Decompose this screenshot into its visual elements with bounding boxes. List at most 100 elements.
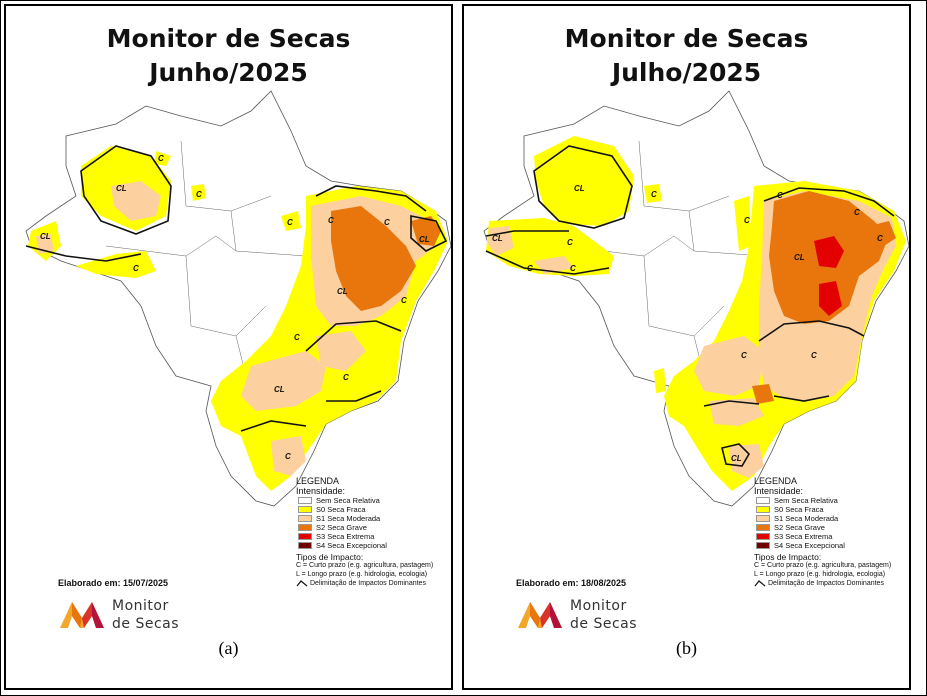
impact-delimitation: Delimitação de Impactos Dominantes bbox=[754, 579, 891, 588]
impact-mark: CL bbox=[274, 385, 285, 394]
impact-mark: CL bbox=[492, 234, 503, 243]
swatch bbox=[756, 542, 770, 549]
legend-item-s3: S3 Seca Extrema bbox=[296, 532, 433, 541]
impact-mark: C bbox=[877, 234, 883, 243]
legend-item-s4: S4 Seca Excepcional bbox=[754, 541, 891, 550]
legend: LEGENDA Intensidade: Sem Seca Relativa S… bbox=[754, 476, 891, 588]
legend-intensity-label: Intensidade: bbox=[754, 486, 804, 496]
impact-mark: C bbox=[384, 218, 390, 227]
panel-label: (a) bbox=[218, 638, 239, 658]
map-panel-july: Monitor de Secas Julho/2025 bbox=[462, 4, 911, 690]
logo-text-line1: Monitor bbox=[570, 598, 627, 614]
impact-mark: CL bbox=[419, 235, 430, 244]
delimitation-label: Delimitação de Impactos Dominantes bbox=[768, 580, 884, 587]
impact-mark: C bbox=[527, 264, 533, 273]
delimitation-line-icon bbox=[754, 580, 766, 587]
swatch bbox=[298, 515, 312, 522]
monitor-de-secas-logo: Monitor de Secas bbox=[512, 594, 672, 638]
monitor-de-secas-logo: Monitor de Secas bbox=[54, 594, 214, 638]
impact-mark: CL bbox=[731, 454, 742, 463]
legend-item-label: S0 Seca Fraca bbox=[774, 505, 824, 514]
impact-mark: C bbox=[328, 216, 334, 225]
impact-delimitation-lines bbox=[485, 145, 895, 467]
impact-long-term: L = Longo prazo (e.g. hidrologia, ecolog… bbox=[296, 570, 428, 578]
legend-item-label: S2 Seca Grave bbox=[316, 523, 367, 532]
impact-mark: CL bbox=[337, 287, 348, 296]
legend-item-label: Sem Seca Relativa bbox=[316, 496, 380, 505]
impact-marks: CL C CL C C C CL C C C C C C CL bbox=[464, 6, 909, 688]
delimitation-label: Delimitação de Impactos Dominantes bbox=[310, 580, 426, 587]
s2-regions bbox=[331, 206, 441, 311]
impact-long-term: L = Longo prazo (e.g. hidrologia, ecolog… bbox=[754, 570, 886, 578]
impact-mark: C bbox=[744, 216, 750, 225]
legend-item-s3: S3 Seca Extrema bbox=[754, 532, 891, 541]
impact-types-title: Tipos de Impacto: bbox=[754, 552, 822, 562]
impact-mark: CL bbox=[794, 253, 805, 262]
impact-mark: C bbox=[854, 208, 860, 217]
s3-regions bbox=[814, 236, 844, 316]
map-title: Monitor de Secas bbox=[106, 24, 351, 53]
impact-mark: CL bbox=[40, 232, 51, 241]
swatch bbox=[298, 524, 312, 531]
impact-mark: C bbox=[294, 333, 300, 342]
impact-mark: C bbox=[567, 238, 573, 247]
elaboration-date: Elaborado em: 15/07/2025 bbox=[58, 578, 169, 588]
legend-item-s0: S0 Seca Fraca bbox=[296, 505, 433, 514]
impact-mark: C bbox=[158, 154, 164, 163]
impact-short-term: C = Curto prazo (e.g. agricultura, pasta… bbox=[296, 562, 434, 569]
swatch bbox=[756, 515, 770, 522]
impact-mark: C bbox=[777, 191, 783, 200]
impact-mark: C bbox=[285, 452, 291, 461]
impact-types-title: Tipos de Impacto: bbox=[296, 552, 364, 562]
impact-mark: C bbox=[401, 296, 407, 305]
logo-mark-icon bbox=[60, 602, 104, 628]
legend: LEGENDA Intensidade: Sem Seca Relativa S… bbox=[296, 476, 433, 588]
swatch bbox=[756, 497, 770, 504]
legend-item-none: Sem Seca Relativa bbox=[296, 496, 433, 505]
legend-item-label: S0 Seca Fraca bbox=[316, 505, 366, 514]
impact-mark: C bbox=[651, 190, 657, 199]
logo-mark-icon bbox=[518, 602, 562, 628]
logo-text-line2: de Secas bbox=[570, 616, 638, 632]
impact-mark: CL bbox=[116, 184, 127, 193]
legend-item-s1: S1 Seca Moderada bbox=[296, 514, 433, 523]
legend-item-none: Sem Seca Relativa bbox=[754, 496, 891, 505]
impact-mark: CL bbox=[574, 184, 585, 193]
logo-text-line1: Monitor bbox=[112, 598, 169, 614]
legend-item-label: S1 Seca Moderada bbox=[316, 514, 381, 523]
delimitation-line-icon bbox=[296, 580, 308, 587]
impact-mark: C bbox=[741, 351, 747, 360]
impact-marks: CL C C C CL C C C CL CL C C C CL C bbox=[6, 6, 451, 688]
legend-intensity-label: Intensidade: bbox=[296, 486, 346, 496]
swatch bbox=[298, 542, 312, 549]
panel-label: (b) bbox=[676, 638, 697, 658]
map-panel-june: Monitor de Secas Junho/2025 bbox=[4, 4, 453, 690]
impact-mark: C bbox=[811, 351, 817, 360]
impact-mark: C bbox=[287, 218, 293, 227]
legend-item-label: S3 Seca Extrema bbox=[316, 532, 375, 541]
legend-item-label: S2 Seca Grave bbox=[774, 523, 825, 532]
legend-item-label: S4 Seca Excepcional bbox=[316, 541, 387, 550]
legend-item-label: S1 Seca Moderada bbox=[774, 514, 839, 523]
legend-item-s2: S2 Seca Grave bbox=[296, 523, 433, 532]
map-subtitle-month: Junho/2025 bbox=[149, 58, 308, 87]
impact-mark: C bbox=[343, 373, 349, 382]
map-subtitle-month: Julho/2025 bbox=[611, 58, 762, 87]
impact-mark: C bbox=[570, 264, 576, 273]
impact-short-term: C = Curto prazo (e.g. agricultura, pasta… bbox=[754, 562, 892, 569]
legend-item-s0: S0 Seca Fraca bbox=[754, 505, 891, 514]
legend-item-s1: S1 Seca Moderada bbox=[754, 514, 891, 523]
impact-delimitation: Delimitação de Impactos Dominantes bbox=[296, 579, 433, 588]
swatch bbox=[298, 533, 312, 540]
impact-mark: C bbox=[133, 264, 139, 273]
impact-mark: C bbox=[196, 190, 202, 199]
legend-item-s4: S4 Seca Excepcional bbox=[296, 541, 433, 550]
swatch bbox=[298, 506, 312, 513]
swatch bbox=[756, 524, 770, 531]
legend-title: LEGENDA bbox=[754, 476, 798, 486]
legend-item-label: S3 Seca Extrema bbox=[774, 532, 833, 541]
map-title: Monitor de Secas bbox=[564, 24, 809, 53]
swatch bbox=[756, 533, 770, 540]
legend-item-label: Sem Seca Relativa bbox=[774, 496, 838, 505]
swatch bbox=[298, 497, 312, 504]
